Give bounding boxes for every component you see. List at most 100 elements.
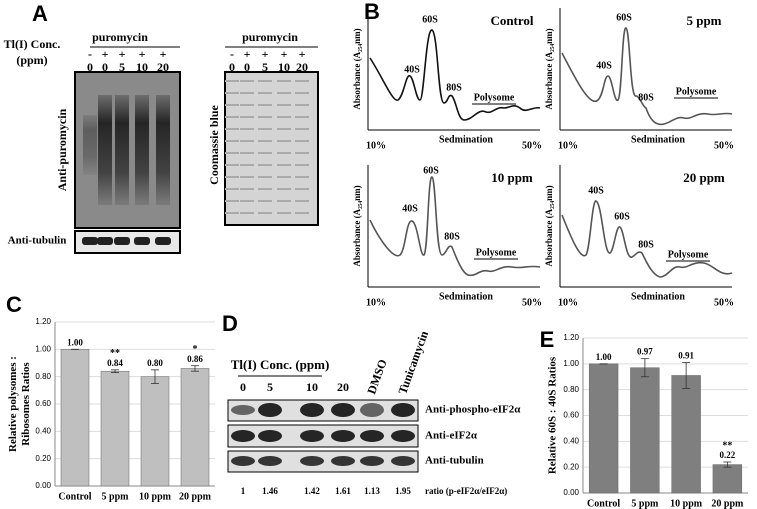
absorbance-trace — [561, 200, 733, 278]
protein-band — [277, 176, 291, 178]
error-bar — [191, 365, 199, 372]
protein-band — [295, 128, 309, 130]
tubulin-band — [134, 237, 150, 245]
x-axis-label: Sedmination — [631, 291, 685, 302]
peak-label: 80S — [444, 231, 460, 242]
bar — [60, 349, 90, 487]
protein-band — [295, 116, 309, 118]
x-axis-label: Sedmination — [439, 134, 493, 145]
protein-band — [277, 104, 291, 106]
profile-title: Control — [490, 13, 533, 28]
band — [231, 456, 255, 466]
lane-label: 10 — [306, 380, 318, 394]
x-tick-label: 5 ppm — [102, 491, 130, 502]
x-end: 50% — [522, 140, 542, 151]
profile: 20 ppm 40S 60S 80S Polysome Sedmination 10% 50%… — [544, 165, 734, 308]
lane-sign: + — [160, 47, 167, 61]
tubulin-band — [155, 237, 171, 245]
band — [331, 430, 355, 442]
band — [391, 403, 415, 417]
panel-letter: E — [540, 327, 555, 352]
row-label: Anti-tubulin — [425, 455, 484, 467]
lane-conc: 20 — [157, 60, 169, 74]
protein-band — [240, 152, 254, 154]
protein-band — [295, 188, 309, 190]
bar — [140, 376, 170, 487]
protein-band — [225, 188, 239, 190]
protein-band — [225, 164, 239, 166]
protein-band — [240, 116, 254, 118]
panel-letter: B — [364, 0, 380, 24]
y-tick-label: 0.60 — [563, 411, 579, 420]
absorbance-trace — [561, 27, 733, 126]
protein-band — [295, 104, 309, 106]
lane-sign: + — [119, 47, 126, 61]
y-tick-label: 0.00 — [563, 488, 579, 497]
protein-band — [240, 164, 254, 166]
panel-letter: D — [222, 311, 238, 336]
peak-label: 40S — [404, 64, 420, 75]
ratio-value: 1.95 — [395, 486, 411, 496]
protein-band — [225, 152, 239, 154]
lane-conc: 5 — [262, 60, 268, 74]
lane-label: Tunicamycin — [395, 329, 431, 396]
value-label: 1.00 — [596, 352, 612, 362]
x-tick-label: Control — [587, 498, 620, 509]
y-tick-label: 0.80 — [563, 385, 579, 394]
value-label: 0.86 — [187, 354, 203, 364]
bar — [100, 370, 130, 487]
protein-band — [258, 140, 272, 142]
absorbance-trace — [369, 29, 541, 121]
y-tick-label: 1.00 — [563, 359, 579, 368]
peak-label: 40S — [402, 203, 418, 214]
lane-label: DMSO — [364, 357, 389, 396]
protein-band — [240, 140, 254, 142]
y-tick-label: 0.00 — [35, 481, 51, 490]
x-start: 10% — [366, 140, 386, 151]
bar — [630, 367, 660, 494]
protein-band — [225, 128, 239, 130]
band — [258, 403, 282, 417]
conc-label: (ppm) — [16, 53, 47, 67]
y-tick-label: 1.20 — [563, 333, 579, 342]
profile: Control 40S 60S 80S Polysome Sedmination 10% 50… — [352, 8, 542, 151]
y-tick-label: 0.40 — [563, 436, 579, 445]
error-bar — [111, 369, 119, 373]
protein-band — [225, 116, 239, 118]
y-tick-label: 0.80 — [35, 372, 51, 381]
protein-band — [225, 212, 239, 214]
protein-band — [225, 92, 239, 94]
lane-sign: + — [299, 47, 306, 61]
x-axis-label: Sedmination — [631, 134, 685, 145]
value-label: 0.80 — [147, 358, 163, 368]
peak-label: 60S — [614, 211, 630, 222]
protein-band — [258, 128, 272, 130]
lane-conc: 10 — [136, 60, 148, 74]
lane-conc: 5 — [119, 60, 125, 74]
significance: ** — [110, 348, 120, 359]
protein-band — [277, 164, 291, 166]
bar — [671, 375, 701, 494]
protein-band — [240, 92, 254, 94]
y-axis-label: Absorbance (A₂₅₄nm) — [544, 185, 554, 266]
blot-label: Anti-puromycin — [55, 108, 69, 191]
conc-label: Tl(I) Conc. (ppm) — [231, 357, 330, 372]
protein-band — [295, 152, 309, 154]
panel-letter: C — [6, 292, 22, 317]
error-bar — [151, 369, 159, 384]
protein-band — [240, 200, 254, 202]
lane-sign: + — [244, 47, 251, 61]
protein-band — [240, 80, 254, 82]
ratio-value: 1.46 — [262, 486, 278, 496]
peak-label: Polysome — [476, 247, 517, 258]
x-start: 10% — [558, 140, 578, 151]
y-tick-label: 1.00 — [35, 344, 51, 353]
profile-title: 20 ppm — [683, 170, 725, 185]
profile-title: 10 ppm — [491, 170, 533, 185]
error-bar — [682, 362, 691, 389]
band — [391, 430, 415, 442]
smear — [156, 95, 170, 205]
tubulin-band — [114, 237, 130, 245]
y-axis-label: Relative 60S : 40S Ratios — [547, 356, 559, 474]
